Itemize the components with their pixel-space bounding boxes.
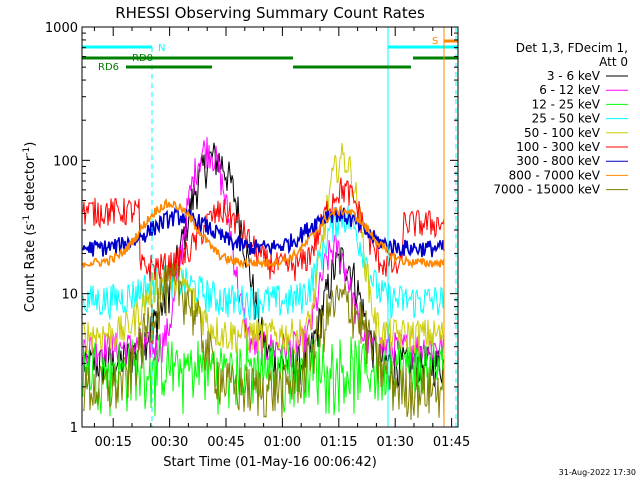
legend-label: 50 - 100 keV [524,126,601,140]
series-8-line [82,198,445,270]
plot-frame [81,26,459,428]
x-tick-label: 00:15 [94,435,131,450]
annotation-n: N [158,43,165,54]
y-tick-label: 10 [61,288,78,303]
series-6-line [82,177,445,282]
series-4-line [82,205,445,321]
y-label-main: Count Rate (s [23,224,38,313]
y-tick-label: 1000 [45,21,78,36]
y-axis-label: Count Rate (s-1 detector-1) [22,142,38,313]
y-label-end: ) [23,142,38,147]
x-tick-label: 01:30 [376,435,413,450]
x-axis-label: Start Time (01-May-16 00:06:42) [163,455,377,470]
x-tick-label: 00:45 [207,435,244,450]
chart-title: RHESSI Observing Summary Count Rates [115,4,425,22]
legend-label: 300 - 800 keV [516,154,600,168]
legend-label: 7000 - 15000 keV [493,183,600,197]
y-axis: 1 10 100 1000 [45,21,458,436]
series-5-line [82,142,445,356]
legend-label: 3 - 6 keV [547,69,601,83]
annotation-s: S [432,36,438,47]
annotation-rd0: RD0 [132,53,153,64]
legend-label: 12 - 25 keV [532,97,601,111]
series-9-line [82,262,445,421]
x-tick-label: 01:00 [264,435,301,450]
legend-header-2: Att 0 [599,55,628,69]
legend-header-1: Det 1,3, FDecim 1, [516,41,628,55]
y-tick-label: 100 [53,154,78,169]
plot-data-layer: N RD0 RD6 S [82,27,458,427]
annotation-rd6: RD6 [98,62,119,73]
x-tick-label: 00:30 [151,435,188,450]
x-axis: 00:15 00:30 00:45 01:00 01:15 01:30 01:45 [93,27,470,450]
y-label-sup1: -1 [22,215,32,224]
legend-label: 800 - 7000 keV [509,168,601,182]
y-label-sup2: -1 [22,147,32,156]
x-tick-label: 01:15 [320,435,357,450]
legend-label: 100 - 300 keV [516,140,600,154]
x-tick-label: 01:45 [433,435,470,450]
y-tick-label: 1 [70,421,78,436]
footer-date: 31-Aug-2022 17:30 [559,468,636,477]
y-label-mid: detector [23,155,38,215]
legend-label: 25 - 50 keV [532,112,601,126]
legend-label: 6 - 12 keV [539,83,601,97]
